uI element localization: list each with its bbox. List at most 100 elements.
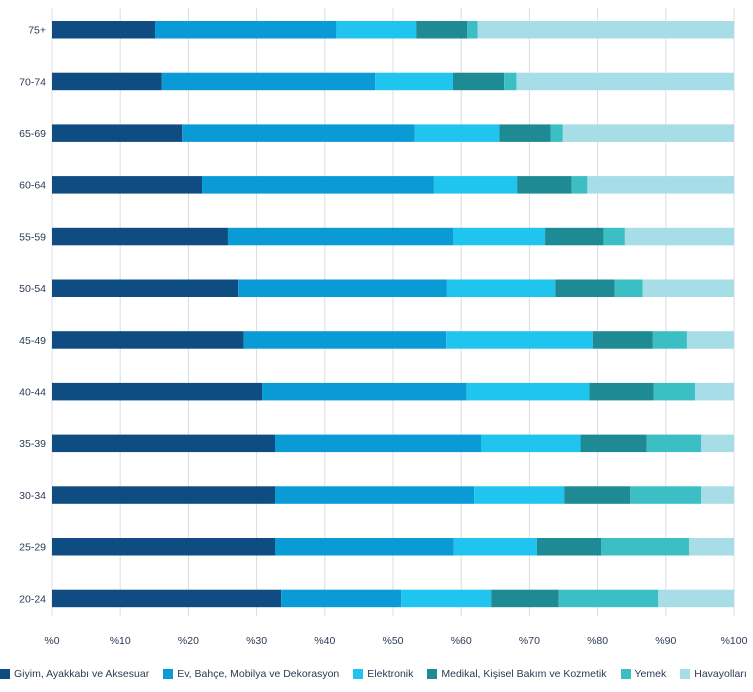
bar-segment [453,72,505,91]
bar-segment [550,124,563,142]
legend-item: Medikal, Kişisel Bakım ve Kozmetik [427,668,607,680]
category-label: 20-24 [19,593,46,605]
bar-segment [52,227,228,246]
bar-segment [154,21,337,39]
bar-segment [52,589,282,608]
category-label: 45-49 [19,335,46,347]
legend-swatch [620,669,631,679]
bar-segment [536,538,602,556]
legend: Giyim, Ayakkabı ve Aksesuar Ev, Bahçe, Mo… [0,662,753,686]
x-tick-label: %70 [519,635,540,647]
bar-segment [52,21,155,39]
bar-segment [477,21,734,39]
category-label: 60-64 [19,180,46,192]
bar-segment [614,279,643,297]
bar-segment [52,176,203,194]
bar-segment [517,176,572,194]
bar-segment [701,434,734,453]
bar-segment [453,538,537,556]
legend-label: Havayolları [694,668,747,680]
legend-item: Yemek [620,668,666,680]
bar-segment [275,538,454,556]
category-label: 35-39 [19,438,46,450]
category-label: 50-54 [19,283,46,295]
bar-segment [446,279,556,297]
bar-segment [52,279,239,297]
bar-segment [658,589,734,608]
bar-segment [52,124,183,142]
category-label: 65-69 [19,128,46,140]
category-label: 25-29 [19,542,46,554]
bar-segment [652,331,687,349]
bar-segment [466,382,590,401]
category-label: 70-74 [19,76,46,88]
bar-segment [467,21,478,39]
legend-item: Havayolları [680,668,747,680]
bar-segment [262,382,467,401]
bar-segment [564,486,631,504]
bar-segment [416,21,468,39]
category-label: 75+ [28,25,46,37]
legend-swatch [163,669,174,679]
bar-segment [52,72,162,91]
bar-segment [161,72,376,91]
bar-segment [646,434,702,453]
bar-segment [587,176,734,194]
x-tick-label: %100 [721,635,748,647]
bar-segment [580,434,647,453]
bar-segment [275,434,481,453]
legend-item: Giyim, Ayakkabı ve Aksesuar [0,668,149,680]
bar-segment [336,21,417,39]
x-tick-label: %20 [178,635,199,647]
bar-segment [558,589,659,608]
bar-segment [401,589,492,608]
x-tick-label: %50 [382,635,403,647]
category-labels: 75+ 70-74 65-69 60-64 55-59 50-54 45-49 40-44 35… [19,25,46,606]
bar-segment [555,279,615,297]
bar-segment [480,434,581,453]
bar-segment [52,382,263,401]
bar-segment [414,124,500,142]
bar-segment [601,538,689,556]
bar-segment [182,124,415,142]
bar-segment [474,486,565,504]
legend-swatch [680,669,691,679]
legend-item: Elektronik [353,668,413,680]
category-label: 55-59 [19,231,46,243]
x-tick-label: %90 [655,635,676,647]
bar-segment [275,486,475,504]
bar-segment [281,589,402,608]
legend-label: Giyim, Ayakkabı ve Aksesuar [14,668,150,680]
legend-swatch [353,669,364,679]
legend-swatch [0,669,10,679]
bar-segment [446,331,593,349]
x-tick-labels: %0 %10 %20 %30 %40 %50 %60 %70 %80 %90 %100 [44,635,747,647]
bar-segment [603,227,625,246]
bar-segment [52,538,276,556]
bar-segment [624,227,734,246]
bar-segment [686,331,734,349]
legend-label: Elektronik [367,668,414,680]
gridlines [51,8,735,616]
bar-segment [571,176,588,194]
bar-segment [52,331,244,349]
bar-segment [642,279,734,297]
x-tick-label: %80 [587,635,608,647]
bar-segment [695,382,734,401]
bar-segment [491,589,559,608]
legend-label: Ev, Bahçe, Mobilya ve Dekorasyon [177,668,340,680]
bar-segment [243,331,447,349]
bar-segment [592,331,653,349]
bar-segment [202,176,434,194]
bar-segment [562,124,734,142]
bar-segment [688,538,734,556]
x-tick-label: %60 [451,635,472,647]
bar-segment [545,227,604,246]
bar-segment [701,486,734,504]
x-tick-label: %30 [246,635,267,647]
bar-segment [504,72,517,91]
bar-segment [52,486,276,504]
x-tick-label: %0 [44,635,59,647]
bar-segment [375,72,454,91]
category-label: 40-44 [19,386,46,398]
